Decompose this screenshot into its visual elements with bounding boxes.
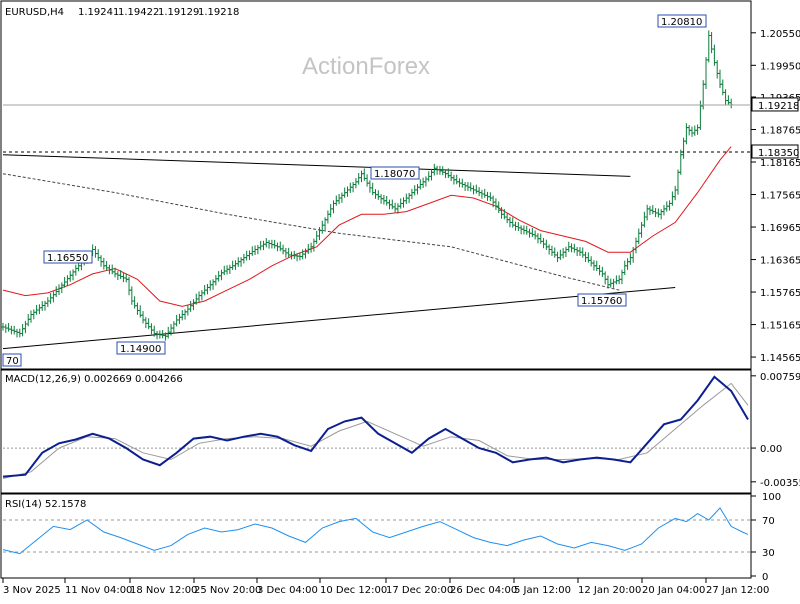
trendline-1: [2, 286, 676, 350]
header-close: 1.19218: [198, 7, 239, 18]
x-tick-label: 27 Jan 12:00: [706, 585, 769, 596]
rsi-y-tick-label: 70: [762, 516, 775, 527]
annotation-label: 1.20810: [661, 17, 702, 28]
macd-y-tick-label: 0.00: [760, 444, 782, 455]
trendlines: [2, 154, 676, 350]
macd-label: MACD(12,26,9) 0.002669 0.004266: [5, 374, 183, 385]
x-tick-label: 12 Jan 20:00: [578, 585, 641, 596]
rsi-y-tick-label: 100: [762, 492, 781, 503]
rsi-y-tick-label: 30: [762, 548, 775, 559]
x-tick-label: 10 Dec 12:00: [320, 585, 387, 596]
header-open: 1.19241: [78, 7, 119, 18]
macd-series: 0.007598 0.00 -0.00355: [2, 372, 800, 489]
x-tick-label: 17 Dec 20:00: [386, 585, 453, 596]
macd-panel-frame: [0, 369, 752, 494]
rsi-panel-frame: [0, 493, 752, 579]
annotation-box: [577, 293, 627, 307]
header-high: 1.19422: [118, 7, 159, 18]
annotation-label: 1.16550: [47, 253, 88, 264]
macd-signal-line: [2, 382, 749, 479]
price-y-axis: 1.205501.199501.193651.187651.181651.175…: [751, 29, 800, 364]
annotation-label: 70: [6, 356, 19, 367]
annotation-box: [43, 250, 93, 264]
price-annotations: 1.20810 1.18070 1.16550 1.15760 1.14900 70: [2, 14, 707, 367]
y-tick-label: 1.17565: [760, 191, 800, 202]
price-series: [1, 30, 734, 341]
level-lines: [3, 104, 751, 153]
annotation-box: [657, 14, 707, 28]
macd-line: [2, 375, 749, 478]
y-tick-label: 1.15165: [760, 321, 800, 332]
y-tick-label: 1.19950: [760, 61, 800, 72]
ma-slow-line: [2, 173, 620, 291]
annotation-box: [116, 341, 166, 355]
y-tick-label: 1.20550: [760, 29, 800, 40]
y-tick-label: 1.18765: [760, 126, 800, 137]
y-tick-label: 1.16965: [760, 223, 800, 234]
y-tick-label: 1.15765: [760, 288, 800, 299]
x-tick-label: 3 Nov 2025: [3, 585, 61, 596]
rsi-y-tick-label: 0: [762, 572, 768, 583]
x-tick-label: 20 Jan 04:00: [642, 585, 705, 596]
rsi-line: [2, 507, 749, 555]
x-tick-label: 26 Dec 04:00: [450, 585, 517, 596]
macd-y-tick-label: 0.007598: [760, 372, 800, 383]
x-tick-label: 11 Nov 04:00: [65, 585, 132, 596]
annotation-box: [2, 353, 22, 367]
y-tick-label: 1.18165: [760, 158, 800, 169]
annotation-label: 1.15760: [581, 296, 622, 307]
annotation-label: 1.14900: [120, 344, 161, 355]
watermark: ActionForex: [302, 53, 430, 80]
y-tick-label: 1.16365: [760, 256, 800, 267]
price-panel-frame: [0, 0, 752, 370]
macd-y-tick-label: -0.00355: [760, 478, 800, 489]
x-tick-label: 3 Dec 04:00: [257, 585, 318, 596]
x-tick-label: 18 Nov 12:00: [130, 585, 197, 596]
level-price-tag: [751, 144, 799, 159]
rsi-label: RSI(14) 52.1578: [5, 499, 86, 510]
x-tick-label: 25 Nov 20:00: [194, 585, 261, 596]
annotation-label: 1.18070: [374, 169, 415, 180]
header-symbol: EURUSD,H4: [5, 7, 64, 18]
header-low: 1.19129: [158, 7, 199, 18]
current-price-tag: [751, 97, 799, 112]
annotation-box: [370, 166, 420, 180]
level-price-label: 1.18350: [758, 148, 799, 159]
y-tick-label: 1.14565: [760, 353, 800, 364]
x-tick-label: 5 Jan 12:00: [514, 585, 571, 596]
trendline-0: [2, 154, 631, 177]
rsi-series: 100 70 30 0: [2, 492, 781, 583]
current-price-label: 1.19218: [758, 101, 799, 112]
